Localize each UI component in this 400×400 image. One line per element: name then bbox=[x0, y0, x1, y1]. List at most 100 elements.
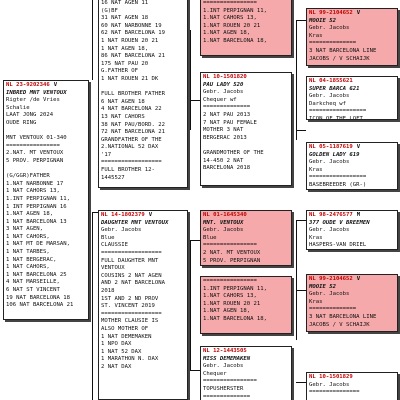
card-text-line: 4 NAT BARCELONA 22 bbox=[101, 106, 162, 113]
card-lines: Gebr. Jacobs Darkcheq wf =================… bbox=[309, 93, 395, 120]
card-text-line: 1.NAT AGEN 18, bbox=[203, 308, 251, 315]
card-text-line: 6 NAT AGEN 18 bbox=[101, 98, 145, 105]
card-text-line: BASEBREEDER (GR-) bbox=[309, 181, 367, 188]
pedigree-card-gen4-a[interactable]: NL 99-2104652 V MOOIE 52 Gebr. Jacobs Kras… bbox=[306, 8, 398, 66]
card-text-line: LAAT JONG 2024 bbox=[6, 112, 54, 119]
card-lines: ================ 1.INT PERPIGNAN 11, 1.NAT… bbox=[203, 0, 289, 46]
ring-number: NL 12-1443505 bbox=[203, 348, 247, 354]
sex-marker: V bbox=[53, 82, 58, 88]
pedigree-card-sire[interactable]: 16 NAT AGEN 11 (G)BF 31 NAT AGEN 18 60 NAT … bbox=[98, 0, 188, 188]
card-text-line: 16 NAT AGEN 11 bbox=[101, 0, 149, 6]
card-text-line: 1.NAT AGEN 18, bbox=[6, 211, 54, 218]
card-text-line: 3 NAT AGEN, bbox=[6, 226, 44, 233]
pedigree-card-gen4-b[interactable]: NL 04-1855621 SUPER BARCA 621 Gebr. Jaco… bbox=[306, 76, 398, 120]
pedigree-card-dam[interactable]: NL 14-1802379 V DAUGHTER MNT VENTOUX Gebr… bbox=[98, 210, 188, 400]
card-text-line: 1 NAT ROUEN 21 DK bbox=[101, 75, 159, 82]
pedigree-card-gen3-top[interactable]: ================ 1.INT PERPIGNAN 11, 1.NAT… bbox=[200, 0, 292, 56]
card-text-line: G.FATHER OF bbox=[101, 68, 139, 75]
card-text-line: 1 NAT CAHORS, bbox=[6, 264, 50, 271]
card-text-line: Gebr. Jacobs bbox=[309, 93, 350, 100]
card-text-line: 1.NAT ROUEN 20 21 bbox=[203, 22, 261, 29]
card-text-line: ICON OF THE LOFT bbox=[309, 115, 363, 120]
card-text-line: MNT VENTOUX 01-340 bbox=[6, 135, 67, 142]
card-text-line: ================ bbox=[6, 142, 60, 149]
card-text-line: BERGERAC 2013 bbox=[203, 134, 247, 141]
card-text-line: Schalie bbox=[6, 104, 30, 111]
card-text-line: 4 NAT MARSEILLE, bbox=[6, 279, 60, 286]
card-text-line: 62 NAT BARCELONA 19 bbox=[101, 30, 165, 37]
card-text-line: 2018 bbox=[101, 287, 115, 294]
card-text-line: GRANDMOTHER OF THE bbox=[203, 149, 264, 156]
sex-marker: V bbox=[356, 276, 361, 282]
card-text-line: 1.NAT NARBONNE 17 bbox=[6, 180, 64, 187]
pedigree-card-gen3-b[interactable]: NL 10-1501820 PAU LADY 520 Gebr. Jacobs C… bbox=[200, 72, 292, 186]
pigeon-name: DAUGHTER MNT VENTOUX bbox=[101, 219, 169, 226]
card-lines: Gebr. Jacobs Blue CLAUSSIE ================… bbox=[101, 227, 185, 371]
sex-marker: M bbox=[356, 212, 361, 218]
card-text-line: 2 NAT DAX bbox=[101, 363, 132, 370]
ring-number: NL 23-9202346 V bbox=[6, 82, 58, 88]
card-text-line: ================== bbox=[101, 310, 162, 317]
card-text-line: 1.NAT CAHORS 13, bbox=[203, 15, 257, 22]
card-text-line: 1.NAT BARCELONA 18, bbox=[203, 37, 267, 44]
card-text-line: 60 NAT NARBONNE 19 bbox=[101, 22, 162, 29]
card-text-line: (G/GGR)FATHER bbox=[6, 173, 50, 180]
pedigree-card-gen4-f[interactable]: NL 10-1501829 Gebr. Jacobs ==============… bbox=[306, 372, 398, 400]
card-text-line: VENTOUX bbox=[101, 265, 125, 272]
card-text-line: Kras bbox=[309, 166, 323, 173]
connector-line bbox=[296, 220, 297, 340]
card-text-line: Blue bbox=[101, 234, 115, 241]
card-text-line: 1 NAT DEMEMAKEN bbox=[101, 333, 152, 340]
sex-marker: V bbox=[356, 10, 361, 16]
card-text-line: 1.NAT CAHORS 13, bbox=[203, 293, 257, 300]
card-text-line: 1 NAT AGEN 18, bbox=[101, 45, 149, 52]
pedigree-card-gen3-c2[interactable]: ================ 1.INT PERPIGNAN 11, 1.NAT… bbox=[200, 276, 292, 334]
card-text-line: ================ bbox=[203, 278, 257, 284]
card-text-line: 175 NAT PAU 20 bbox=[101, 60, 149, 67]
card-text-line: Kras bbox=[309, 234, 323, 241]
ring-number: NL 99-2104652 V bbox=[309, 276, 361, 282]
card-text-line: 2 NAT PAU 2013 bbox=[203, 111, 251, 118]
pedigree-card-gen4-d[interactable]: NL 98-2476577 M 377 OUDE V BREEMEN Gebr. … bbox=[306, 210, 398, 250]
connector-line bbox=[92, 0, 93, 80]
connector-line bbox=[296, 20, 297, 140]
connector-line bbox=[190, 240, 191, 370]
card-text-line: MOTHER 3 NAT bbox=[203, 127, 244, 134]
pedigree-card-gen3-c[interactable]: NL 01-1645340 MNT. VENTOUX Gebr. Jacobs B… bbox=[200, 210, 292, 266]
card-text-line: 19 NAT BARCELONA 18 bbox=[6, 294, 70, 301]
pedigree-card-gen4-c[interactable]: NL 05-1187619 V GOLDEN LADY 619 Gebr. Jac… bbox=[306, 142, 398, 190]
card-text-line: 1.INT PERPIGNAN 11, bbox=[203, 7, 267, 14]
card-text-line: 38 NAT PAU/BORD. 22 bbox=[101, 121, 165, 128]
ring-number: NL 04-1855621 bbox=[309, 78, 353, 84]
card-lines: Rigter /de Vries Schalie LAAT JONG 2024 OUD… bbox=[6, 97, 86, 310]
ring-number: NL 05-1187619 V bbox=[309, 144, 361, 150]
card-text-line: 2.NATIONAL 52 DAX bbox=[101, 144, 159, 151]
card-text-line: 14-450 2 NAT bbox=[203, 157, 244, 164]
ring-number: NL 14-1802379 V bbox=[101, 212, 153, 218]
connector-line bbox=[190, 30, 191, 130]
pedigree-card-gen3-d[interactable]: NL 12-1443505 MISS DEMEMAKEN Gebr. Jacob… bbox=[200, 346, 292, 400]
card-text-line: '17 bbox=[101, 151, 112, 158]
card-text-line: BARCELONA 2018 bbox=[203, 165, 251, 172]
pedigree-card-gen4-e[interactable]: NL 99-2104652 V MOOIE 52 Gebr. Jacobs Kras… bbox=[306, 274, 398, 332]
card-text-line: ================ bbox=[203, 0, 257, 6]
card-text-line: 1ST AND 2 ND PROV bbox=[101, 295, 159, 302]
card-lines: Gebr. Jacobs Blue ================ 2 NAT. M… bbox=[203, 227, 289, 265]
card-text-line: 2 NAT. MT VENTOUX bbox=[203, 249, 261, 256]
card-text-line: Darkcheq wf bbox=[309, 100, 347, 107]
pigeon-name: MNT. VENTOUX bbox=[203, 219, 244, 226]
card-text-line: Gebr. Jacobs bbox=[309, 381, 350, 388]
card-text-line: CLAUSSIE bbox=[101, 242, 128, 249]
card-text-line: 1 INT PERPIGNAN 16 bbox=[6, 203, 67, 210]
pedigree-card-subject[interactable]: NL 23-9202346 V INBRED MNT VENTOUX Rigter… bbox=[3, 80, 89, 320]
card-text-line: 1 NAT BARCELONA 25 bbox=[6, 271, 67, 278]
card-text-line: Gebr. Jacobs bbox=[309, 227, 350, 234]
card-text-line: 6 NAT ST VINCENT bbox=[6, 287, 60, 294]
card-lines: 16 NAT AGEN 11 (G)BF 31 NAT AGEN 18 60 NAT … bbox=[101, 0, 185, 182]
card-text-line: OUDE RING bbox=[6, 119, 37, 126]
card-text-line: 72 NAT BARCELONA 21 bbox=[101, 129, 165, 136]
pigeon-name: GOLDEN LADY 619 bbox=[309, 151, 360, 158]
card-text-line: 13 NAT CAHORS bbox=[101, 113, 145, 120]
card-text-line: (G)BF bbox=[101, 7, 118, 14]
ring-number: NL 01-1645340 bbox=[203, 212, 247, 218]
